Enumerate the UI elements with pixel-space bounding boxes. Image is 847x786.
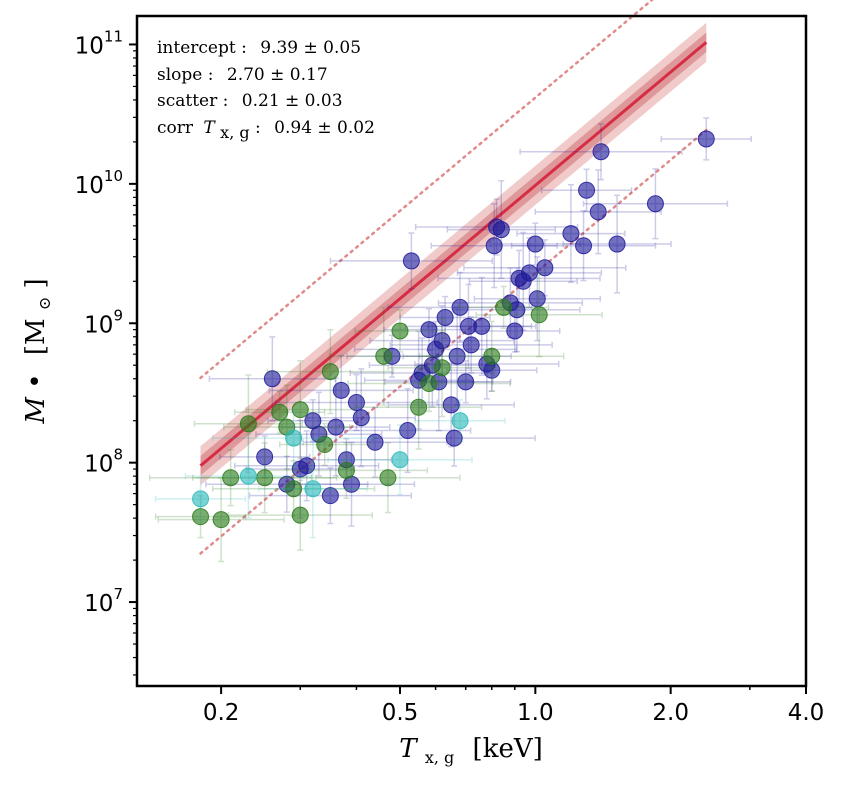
data-point-green (192, 508, 210, 526)
plot-frame (135, 14, 808, 688)
data-point-blue (575, 237, 593, 255)
data-point-blue (448, 347, 466, 365)
scatter-limit-upper (199, 0, 654, 380)
data-point-blue (321, 487, 339, 505)
fit-line (199, 41, 708, 467)
y-tick-label: 109 (84, 306, 123, 338)
data-point-green (222, 469, 240, 487)
data-point-green (239, 415, 257, 433)
data-point-green (483, 347, 501, 365)
y-tick-label: 1011 (75, 27, 123, 59)
data-point-green (291, 401, 309, 419)
data-point-green (379, 469, 397, 487)
data-point-blue (578, 181, 596, 199)
data-point-green (433, 359, 451, 377)
series-cyan (154, 399, 506, 539)
data-point-green (291, 506, 309, 524)
data-point-cyan (451, 412, 469, 430)
series-green (148, 272, 603, 563)
data-point-blue (366, 433, 384, 451)
data-point-green (375, 347, 393, 365)
data-point-green (530, 306, 548, 324)
annotation-intercept: intercept : 9.39 ± 0.05 (157, 38, 361, 58)
data-point-cyan (304, 480, 322, 498)
y-tick-label: 108 (84, 446, 123, 478)
data-point-blue (485, 237, 503, 255)
data-point-green (420, 374, 438, 392)
data-point-green (337, 461, 355, 479)
data-point-cyan (391, 451, 409, 469)
x-tick-label: 0.2 (203, 700, 240, 726)
data-point-blue (402, 252, 420, 270)
data-point-blue (327, 418, 345, 436)
data-point-blue (263, 370, 281, 388)
data-point-cyan (285, 429, 303, 447)
data-point-green (212, 511, 230, 529)
data-point-green (495, 298, 513, 316)
scatter-limit-lower (199, 128, 708, 555)
data-point-blue (526, 235, 544, 253)
data-point-blue (492, 221, 510, 239)
series-blue (205, 117, 752, 527)
data-point-blue (436, 308, 454, 326)
data-point-blue (420, 321, 438, 339)
annotation-scatter: scatter : 0.21 ± 0.03 (157, 91, 343, 111)
data-point-blue (352, 409, 370, 427)
data-point-green (410, 398, 428, 416)
data-point-blue (536, 259, 554, 277)
data-point-blue (332, 381, 350, 399)
data-point-blue (608, 235, 626, 253)
data-point-blue (506, 322, 524, 340)
y-axis-label: M • [M ⊙ ] (21, 278, 57, 424)
data-point-cyan (239, 467, 257, 485)
data-point-green (391, 322, 409, 340)
data-point-green (285, 480, 303, 498)
data-point-blue (451, 298, 469, 316)
data-point-green (316, 435, 334, 453)
x-tick-label: 1.0 (517, 700, 554, 726)
data-point-blue (442, 396, 460, 414)
data-point-green (256, 469, 274, 487)
data-point-blue (298, 457, 316, 475)
data-point-blue (562, 225, 580, 243)
y-tick-label: 107 (84, 585, 123, 617)
data-point-green (321, 363, 339, 381)
annotation-corr: corr T x, g : 0.94 ± 0.02 (157, 118, 375, 143)
data-point-cyan (192, 490, 210, 508)
data-point-blue (697, 130, 715, 148)
fit-annotations: intercept : 9.39 ± 0.05 slope : 2.70 ± 0… (157, 38, 375, 143)
data-point-blue (399, 422, 417, 440)
data-point-blue (592, 143, 610, 161)
data-point-blue (589, 203, 607, 221)
data-point-blue (457, 373, 475, 391)
data-point-blue (462, 336, 480, 354)
data-point-blue (347, 394, 365, 412)
data-point-blue (473, 317, 491, 335)
data-point-blue (433, 332, 451, 350)
data-point-blue (528, 290, 546, 308)
x-tick-label: 2.0 (652, 700, 689, 726)
x-tick-label: 4.0 (788, 700, 825, 726)
x-tick-label: 0.5 (382, 700, 419, 726)
annotation-slope: slope : 2.70 ± 0.17 (157, 65, 328, 85)
data-point-blue (520, 264, 538, 282)
data-point-blue (646, 195, 664, 213)
data-point-blue (256, 448, 274, 466)
data-point-green (271, 403, 289, 421)
axis-ticks: 0.2 0.5 1.0 2.0 4.0 107 108 109 1010 1011 (75, 27, 825, 726)
x-axis-label: T x, g [keV] (399, 734, 543, 770)
data-point-blue (445, 429, 463, 447)
y-tick-label: 1010 (75, 167, 123, 199)
